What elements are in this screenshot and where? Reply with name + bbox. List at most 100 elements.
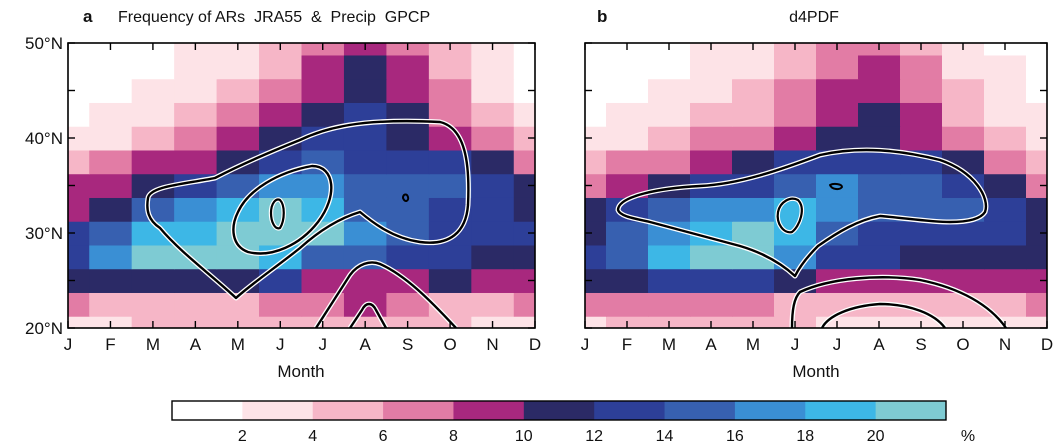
heatmap-cell-a-11-5 — [259, 54, 303, 80]
heatmap-cell-b-10-1 — [606, 78, 649, 103]
heatmap-cell-b-2-11 — [1026, 268, 1047, 293]
heatmap-cell-a-2-6 — [301, 268, 345, 293]
x-tick-label-b-6: J — [833, 335, 842, 354]
heatmap-cell-b-11-10 — [984, 54, 1027, 80]
heatmap-cell-b-9-5 — [774, 102, 817, 127]
heatmap-cell-b-7-1 — [606, 149, 649, 175]
heatmap-cell-a-3-8 — [386, 244, 430, 270]
heatmap-cell-b-11-5 — [774, 54, 817, 80]
heatmap-cell-a-9-5 — [259, 102, 303, 127]
heatmap-cell-a-5-1 — [89, 197, 133, 222]
colorbar-swatch-6 — [594, 401, 666, 420]
heatmap-cell-a-8-3 — [174, 126, 218, 151]
colorbar-swatch-4 — [453, 401, 525, 420]
heatmap-cell-a-2-9 — [428, 268, 472, 293]
heatmap-cell-b-8-6 — [816, 126, 859, 151]
x-tick-label-b-4: M — [746, 335, 760, 354]
heatmap-cell-a-11-10 — [471, 54, 515, 80]
heatmap-cell-b-9-8 — [900, 102, 943, 127]
x-tick-label-a-1: F — [105, 335, 115, 354]
heatmap-cell-a-9-2 — [131, 102, 175, 127]
heatmap-cell-a-3-11 — [513, 244, 535, 270]
heatmap-cell-b-10-3 — [690, 78, 733, 103]
colorbar-tick-label-7: 16 — [726, 428, 744, 443]
x-tick-label-a-7: A — [360, 335, 372, 354]
colorbar-tick-label-4: 10 — [515, 428, 533, 443]
heatmap-cell-a-11-4 — [216, 54, 260, 80]
heatmap-cell-a-10-5 — [259, 78, 303, 103]
heatmap-cell-a-10-1 — [89, 78, 133, 103]
heatmap-cell-b-1-0 — [585, 292, 607, 317]
heatmap-cell-b-6-10 — [984, 173, 1027, 198]
y-tick-label-a-1: 30°N — [25, 224, 63, 243]
heatmap-cell-b-9-9 — [942, 102, 985, 127]
heatmap-cell-a-1-1 — [89, 292, 133, 317]
heatmap-cell-b-9-11 — [1026, 102, 1047, 127]
heatmap-cell-b-8-3 — [690, 126, 733, 151]
heatmap-cell-b-6-7 — [858, 173, 901, 198]
axis-ticks-a: J F M A M J J A S O N D 20°N 30°N 40°N 50°N — [25, 34, 541, 354]
heatmap-cell-a-3-0 — [68, 244, 90, 270]
heatmap-cell-b-9-6 — [816, 102, 859, 127]
heatmap-cell-a-2-2 — [131, 268, 175, 293]
heatmap-cell-b-0-0 — [585, 316, 607, 328]
heatmap-cell-b-9-0 — [585, 102, 607, 127]
heatmap-cell-a-9-10 — [471, 102, 515, 127]
heatmap-cell-a-2-3 — [174, 268, 218, 293]
heatmap-cell-b-0-11 — [1026, 316, 1047, 328]
x-tick-label-a-3: A — [190, 335, 202, 354]
y-tick-label-a-3: 50°N — [25, 34, 63, 53]
heatmap-cell-a-11-9 — [428, 54, 472, 80]
colorbar-swatch-5 — [523, 401, 595, 420]
x-tick-label-b-8: S — [915, 335, 926, 354]
heatmap-cell-b-8-10 — [984, 126, 1027, 151]
colorbar-swatch-10 — [875, 401, 947, 420]
heatmap-cell-b-11-0 — [585, 54, 607, 80]
heatmap-cell-b-7-11 — [1026, 149, 1047, 175]
heatmap-cell-b-10-7 — [858, 78, 901, 103]
heatmap-cell-b-11-11 — [1026, 54, 1047, 80]
heatmap-cell-a-12-11 — [513, 43, 535, 56]
x-axis-title-b: Month — [792, 362, 839, 381]
heatmap-cell-a-11-3 — [174, 54, 218, 80]
x-tick-label-b-2: M — [662, 335, 676, 354]
heatmap-cell-b-10-2 — [648, 78, 691, 103]
heatmap-cell-b-8-11 — [1026, 126, 1047, 151]
heatmap-cell-b-4-9 — [942, 221, 985, 246]
colorbar-swatch-0 — [172, 401, 243, 420]
heatmap-cell-a-10-10 — [471, 78, 515, 103]
heatmap-cell-b-1-2 — [648, 292, 691, 317]
heatmap-cell-b-8-9 — [942, 126, 985, 151]
heatmap-cell-a-3-1 — [89, 244, 133, 270]
x-tick-label-a-0: J — [64, 335, 73, 354]
heatmap-cell-a-1-0 — [68, 292, 90, 317]
heatmap-cell-b-8-5 — [774, 126, 817, 151]
heatmap-cell-a-10-4 — [216, 78, 260, 103]
heatmap-cell-a-9-0 — [68, 102, 90, 127]
heatmap-cell-a-8-2 — [131, 126, 175, 151]
heatmap-cell-a-1-11 — [513, 292, 535, 317]
heatmap-cells-a — [68, 43, 535, 328]
heatmap-cell-a-7-8 — [386, 149, 430, 175]
precip-contour-a-dot — [402, 193, 410, 202]
heatmap-cell-a-11-8 — [386, 54, 430, 80]
heatmap-cell-a-7-1 — [89, 149, 133, 175]
heatmap-cell-b-11-9 — [942, 54, 985, 80]
heatmap-cell-b-10-11 — [1026, 78, 1047, 103]
heatmap-cell-b-8-1 — [606, 126, 649, 151]
heatmap-cell-a-12-0 — [68, 43, 90, 56]
precip-contours-a — [144, 118, 471, 328]
heatmap-cell-b-3-0 — [585, 244, 607, 270]
heatmap-cell-a-8-7 — [343, 126, 387, 151]
heatmap-cell-b-4-7 — [858, 221, 901, 246]
heatmap-cell-b-5-4 — [732, 197, 775, 222]
y-tick-label-a-2: 40°N — [25, 129, 63, 148]
heatmap-cell-a-3-10 — [471, 244, 515, 270]
heatmap-cell-b-8-8 — [900, 126, 943, 151]
heatmap-cell-b-9-4 — [732, 102, 775, 127]
colorbar-tick-label-1: 4 — [308, 428, 317, 443]
heatmap-cell-a-7-2 — [131, 149, 175, 175]
heatmap-cell-b-9-10 — [984, 102, 1027, 127]
colorbar-tick-label-0: 2 — [238, 428, 247, 443]
